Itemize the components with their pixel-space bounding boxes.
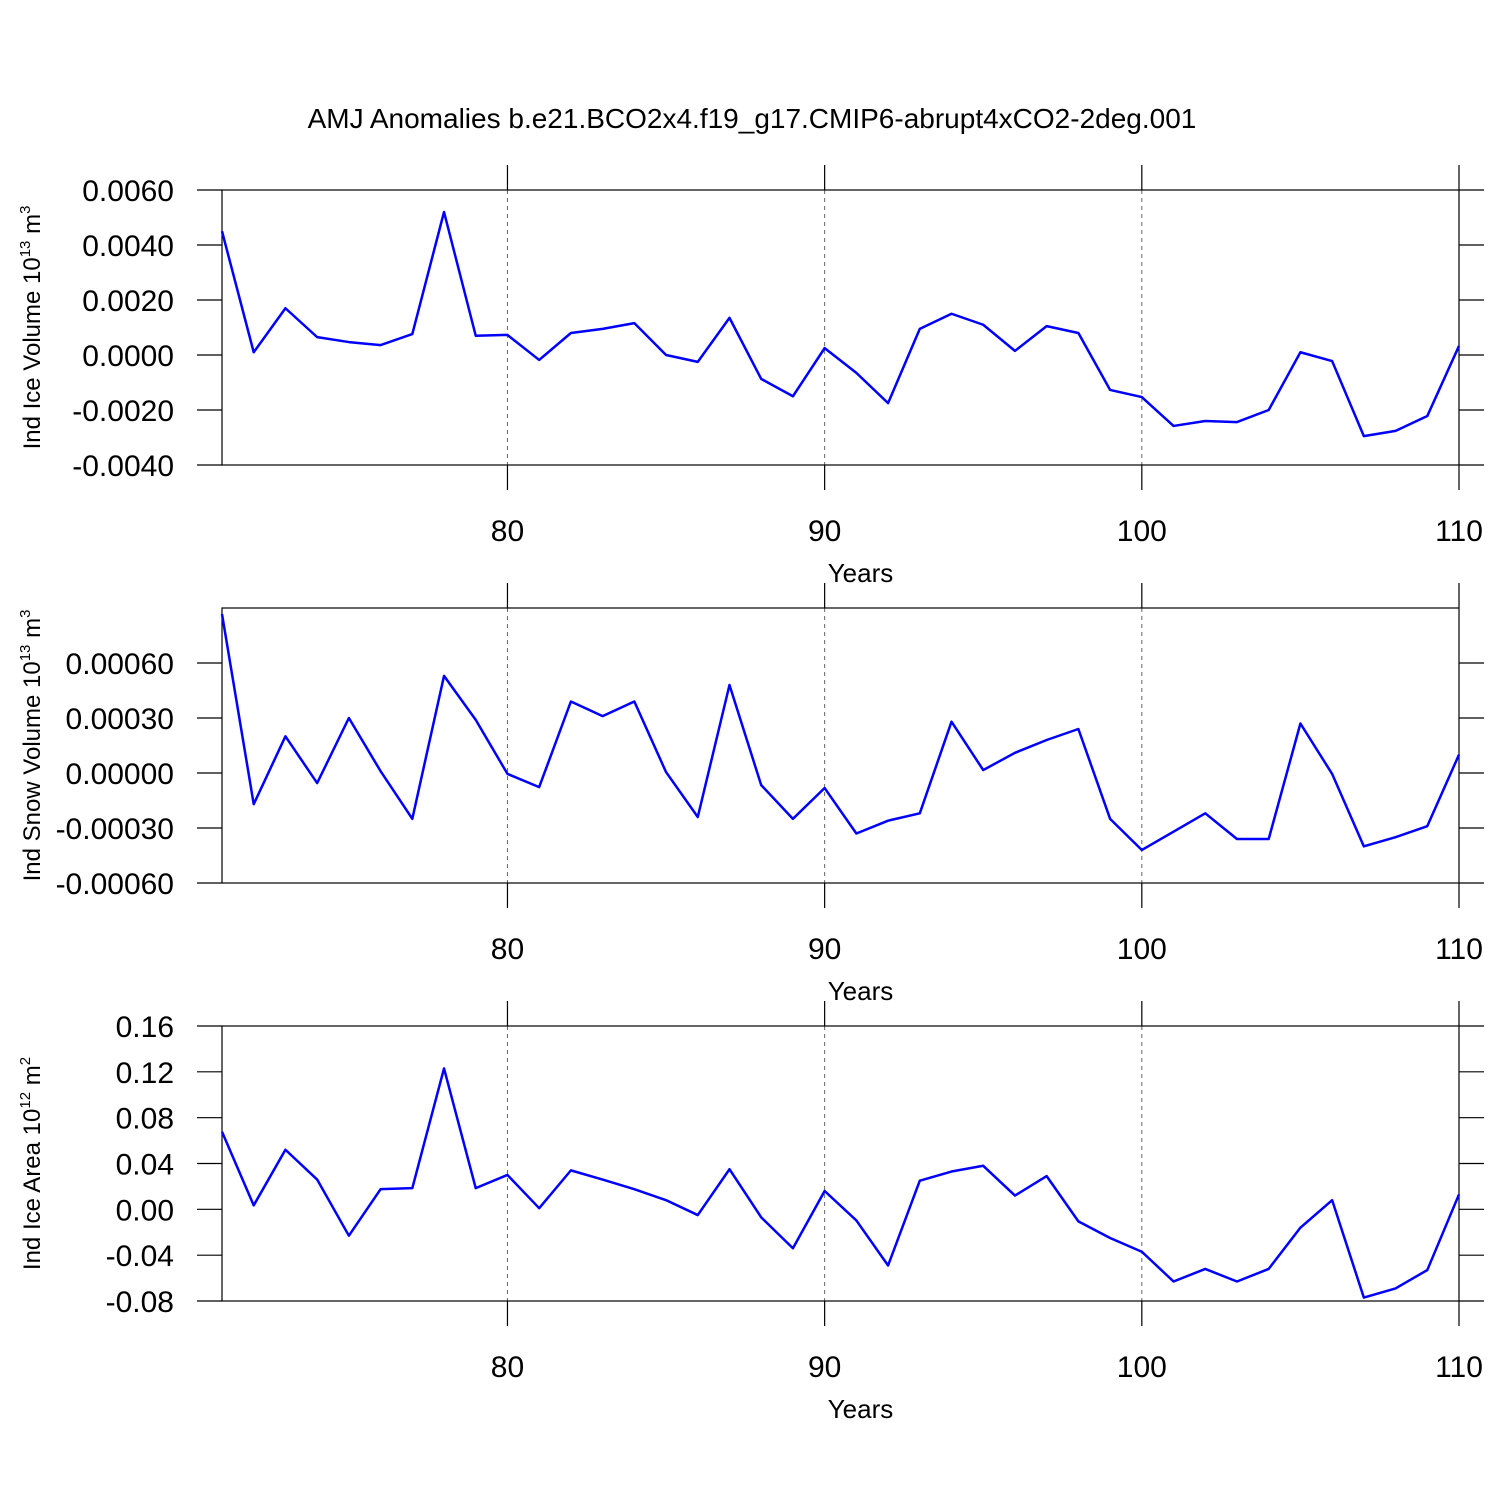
y-tick-label: 0.12 xyxy=(116,1057,174,1090)
y-axis-label-part: m xyxy=(19,214,46,241)
y-axis-label-part: Ind Snow Volume 10 xyxy=(19,661,46,881)
y-tick-label: 0.0060 xyxy=(82,175,174,208)
y-tick-label: 0.00030 xyxy=(66,703,174,736)
x-tick-label: 110 xyxy=(1435,933,1483,966)
y-tick-label: 0.16 xyxy=(116,1011,174,1044)
y-tick-label: -0.00030 xyxy=(56,813,174,846)
x-tick-label: 100 xyxy=(1117,933,1167,966)
y-tick-label: -0.0020 xyxy=(72,395,174,428)
x-axis-label: Years xyxy=(828,976,894,1006)
y-axis-label-part: Ind Ice Volume 10 xyxy=(19,257,46,449)
y-axis-label-superscript: 12 xyxy=(17,1092,34,1109)
x-tick-label: 80 xyxy=(491,933,524,966)
y-tick-label: -0.08 xyxy=(106,1286,174,1319)
y-tick-label: -0.04 xyxy=(106,1240,174,1273)
y-axis-label-part: m xyxy=(19,1065,46,1092)
chart-title: AMJ Anomalies b.e21.BCO2x4.f19_g17.CMIP6… xyxy=(308,103,1197,134)
x-tick-label: 90 xyxy=(808,933,841,966)
y-axis-label-superscript: 3 xyxy=(17,206,34,214)
y-axis-label: Ind Ice Volume 1013 m3 xyxy=(17,206,46,450)
x-tick-label: 110 xyxy=(1435,1351,1483,1384)
x-tick-label: 80 xyxy=(491,1351,524,1384)
y-tick-label: 0.0040 xyxy=(82,230,174,263)
x-axis-label: Years xyxy=(828,558,894,588)
y-axis-label: Ind Ice Area 1012 m2 xyxy=(17,1057,46,1270)
x-tick-label: 90 xyxy=(808,515,841,548)
plot-frame xyxy=(221,1025,1460,1302)
y-axis-label-superscript: 3 xyxy=(17,610,34,618)
y-axis-label-part: Ind Ice Area 10 xyxy=(19,1109,46,1270)
y-tick-label: 0.00060 xyxy=(66,648,174,681)
data-line xyxy=(220,613,1461,852)
data-line xyxy=(220,1067,1461,1299)
plot-frame xyxy=(221,189,1460,466)
y-tick-label: -0.0040 xyxy=(72,450,174,483)
x-tick-label: 80 xyxy=(491,515,524,548)
x-tick-label: 100 xyxy=(1117,515,1167,548)
x-tick-label: 90 xyxy=(808,1351,841,1384)
y-tick-label: 0.04 xyxy=(116,1149,174,1182)
y-axis-label-superscript: 13 xyxy=(17,241,34,258)
y-axis-label: Ind Snow Volume 1013 m3 xyxy=(17,610,46,882)
y-tick-label: 0.0000 xyxy=(82,340,174,373)
data-line xyxy=(220,210,1461,438)
y-axis-label-superscript: 13 xyxy=(17,645,34,662)
y-tick-label: 0.00 xyxy=(116,1194,174,1227)
x-tick-label: 100 xyxy=(1117,1351,1167,1384)
y-axis-label-part: m xyxy=(19,618,46,645)
y-axis-label-superscript: 2 xyxy=(17,1057,34,1065)
y-tick-label: -0.00060 xyxy=(56,868,174,901)
x-axis-label: Years xyxy=(828,1394,894,1424)
y-tick-label: 0.08 xyxy=(116,1103,174,1136)
y-tick-label: 0.0020 xyxy=(82,285,174,318)
x-tick-label: 110 xyxy=(1435,515,1483,548)
plot-frame xyxy=(221,607,1460,884)
y-tick-label: 0.00000 xyxy=(66,758,174,791)
